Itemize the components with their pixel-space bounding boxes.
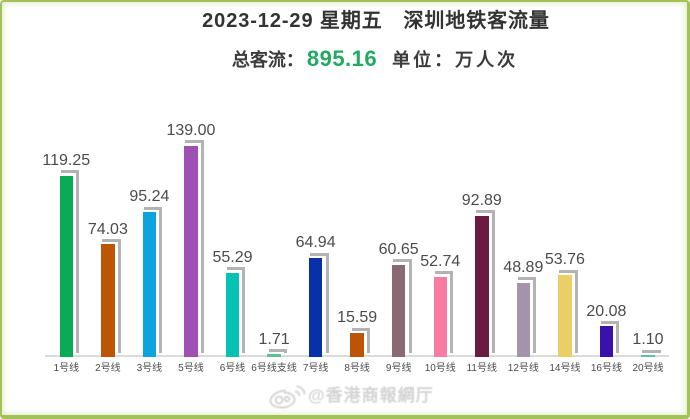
bar-rect [267, 354, 281, 357]
watermark: @香港商報網厅 [268, 382, 434, 410]
bar-value-label: 15.59 [337, 309, 378, 327]
bar-shadow [351, 327, 371, 354]
bar-category-label: 11号线 [466, 362, 497, 374]
bar-shadow [517, 276, 537, 354]
bar-value-label: 1.71 [258, 330, 290, 348]
bar-rect [225, 272, 240, 357]
bar-value-label: 64.94 [295, 234, 336, 252]
bar-value-label: 95.24 [129, 188, 170, 206]
bar-shadow [476, 210, 495, 354]
bar-shadow [310, 252, 329, 354]
bar-value-label: 119.25 [42, 151, 91, 169]
bar-rect [433, 276, 447, 357]
bar-value-label: 55.29 [212, 249, 253, 267]
bar-category-label: 7号线 [302, 362, 329, 374]
bar-shadow [143, 206, 163, 354]
bar-category-label: 5号线 [178, 362, 204, 374]
bar-value-label: 139.00 [166, 121, 216, 139]
weibo-icon [269, 385, 306, 409]
bar-rect [641, 355, 655, 357]
bar-shadow [102, 238, 121, 354]
bar-category-label: 12号线 [507, 362, 539, 374]
bar-category-label: 3号线 [136, 362, 163, 374]
bar-value-label: 48.89 [503, 258, 544, 276]
bar-shadow [268, 348, 287, 354]
bar-value-label: 74.03 [87, 220, 128, 238]
bar-rect [558, 275, 572, 357]
bar-shadow [185, 140, 204, 354]
bar-shadow [434, 271, 454, 354]
chart-title: 2023-12-29 星期五 深圳地铁客流量 [202, 10, 550, 32]
bar-value-label: 52.74 [420, 252, 461, 270]
bar-value-label: 53.76 [544, 251, 585, 269]
watermark-text: @香港商報網厅 [308, 386, 434, 405]
bar-shadow [642, 349, 661, 354]
bar-shadow [60, 170, 80, 354]
bar-category-label: 2号线 [95, 362, 121, 374]
chart-subtitle: 总客流： 895.16 单位：万人次 [30, 46, 687, 71]
bar-rect [475, 215, 489, 357]
total-label: 总客流： [231, 50, 304, 70]
bar-value-label: 20.08 [586, 302, 627, 320]
bar-rect [391, 264, 406, 357]
bar-rect [101, 244, 115, 357]
unit-label: 单位：万人次 [392, 50, 519, 70]
bar-value-label: 92.89 [461, 191, 502, 209]
bar-rect [59, 175, 74, 357]
bar-rect [599, 326, 614, 357]
bar-shadow [559, 269, 578, 354]
bar-value-label: 60.65 [378, 240, 419, 258]
bar-category-label: 14号线 [549, 362, 581, 374]
bar-value-label: 1.10 [632, 331, 664, 349]
bar-category-label: 10号线 [424, 362, 456, 374]
bar-category-label: 9号线 [385, 362, 412, 374]
bar-rect [184, 145, 198, 357]
bar-shadow [600, 320, 620, 354]
bar-rect [350, 333, 364, 357]
bar-shadow [393, 259, 412, 354]
bar-category-label: 1号线 [53, 362, 80, 374]
bar-category-label: 20号线 [632, 362, 664, 374]
bar-category-label: 6号线支线 [251, 362, 297, 374]
total-value: 895.16 [306, 46, 378, 71]
bar-rect [308, 258, 323, 357]
bar-rect [142, 212, 157, 357]
bar-shadow [226, 267, 246, 354]
bar-category-label: 6号线 [219, 362, 246, 374]
bar-category-label: 16号线 [590, 362, 622, 374]
bar-category-label: 8号线 [344, 362, 370, 374]
bar-rect [516, 282, 531, 357]
